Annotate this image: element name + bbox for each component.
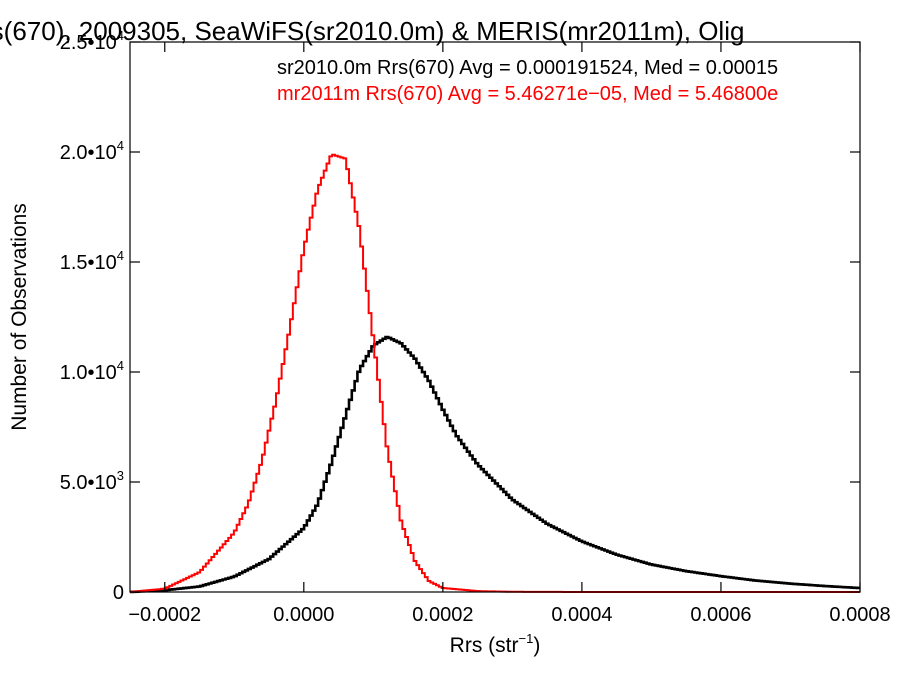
y-tick-label: 1.0•104 xyxy=(60,358,124,384)
y-tick-label: 5.0•103 xyxy=(60,468,124,494)
x-tick-label: 0.0006 xyxy=(690,604,751,626)
x-tick-label: 0.0004 xyxy=(551,604,612,626)
legend-entry-sr2010: sr2010.0m Rrs(670) Avg = 0.000191524, Me… xyxy=(277,57,778,79)
plot-frame xyxy=(129,41,861,593)
y-tick-label: 1.5•104 xyxy=(60,248,124,274)
series-mr2011m-line xyxy=(130,153,860,593)
y-tick-label: 2.5•104 xyxy=(60,28,124,54)
y-tick-label: 0 xyxy=(113,582,124,604)
series-sr2010-line xyxy=(130,335,860,594)
x-tick-label: 0.0008 xyxy=(829,604,890,626)
x-tick-label: 0.0002 xyxy=(412,604,473,626)
legend-entry-mr2011m: mr2011m Rrs(670) Avg = 5.46271e−05, Med … xyxy=(277,83,778,105)
x-tick-label: 0.0000 xyxy=(273,604,334,626)
x-axis-label: Rrs (str−1) xyxy=(450,631,541,657)
chart-title: rs(670), 2009305, SeaWiFS(sr2010.0m) & M… xyxy=(0,16,744,46)
x-tick-label: −0.0002 xyxy=(128,604,201,626)
y-axis-label: Number of Observations xyxy=(8,203,31,431)
y-tick-label: 2.0•104 xyxy=(60,138,124,164)
